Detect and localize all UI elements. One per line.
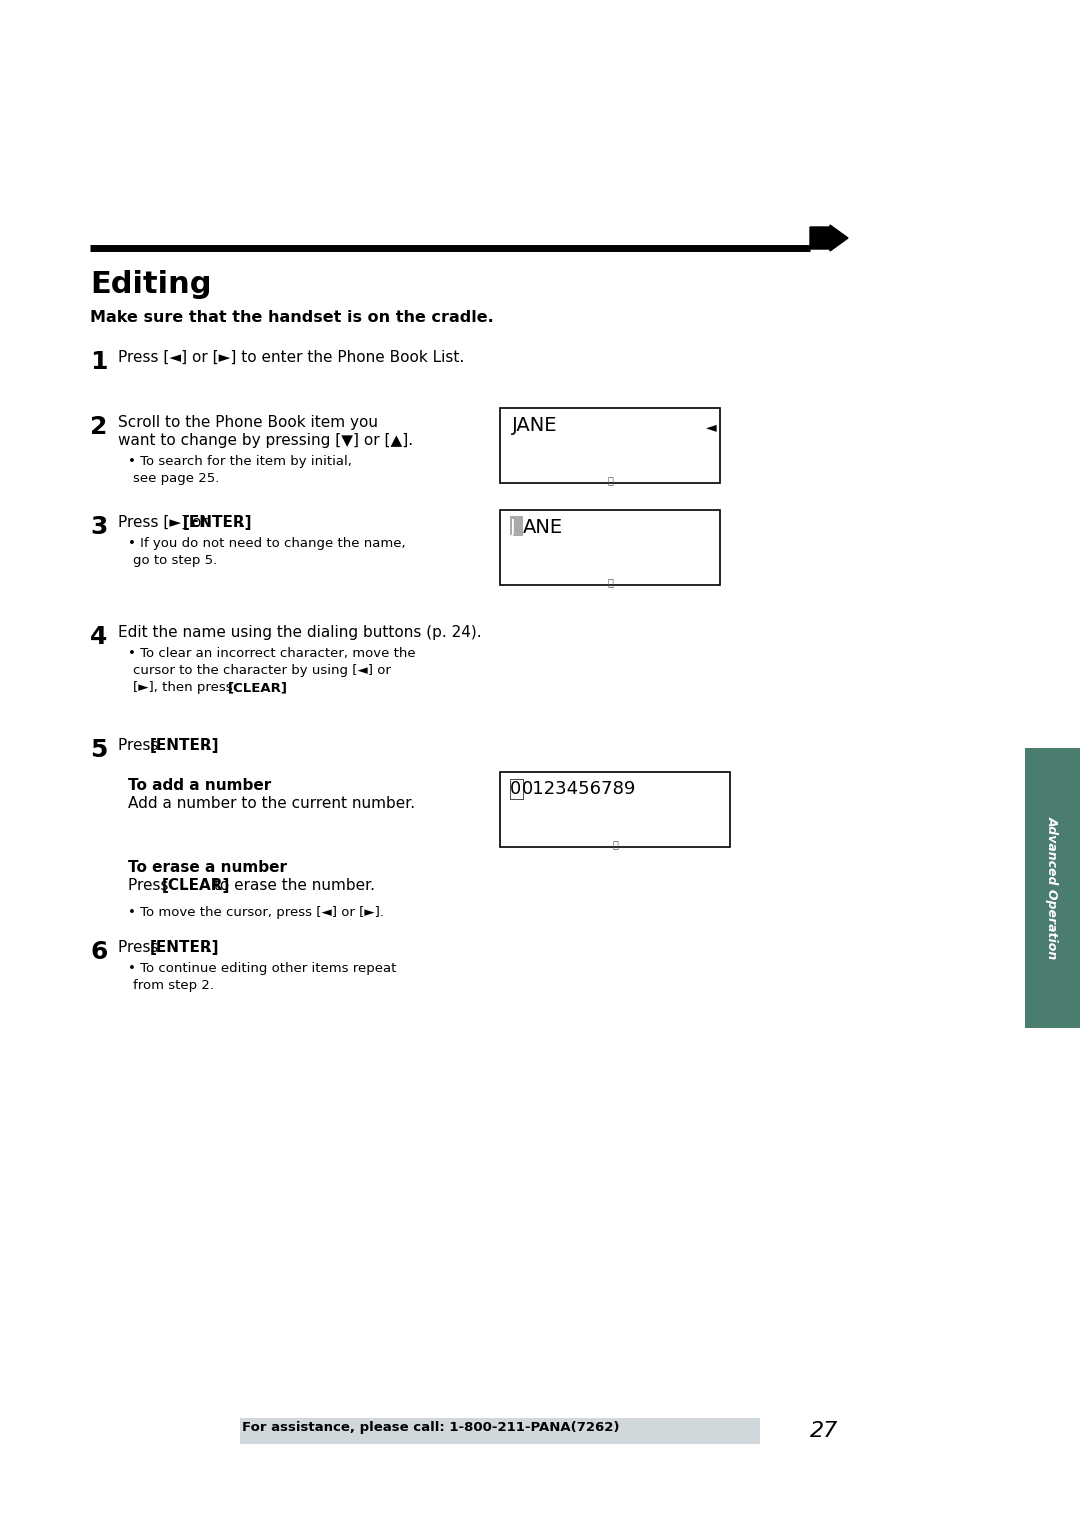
Text: 📖: 📖 — [607, 475, 613, 484]
Text: 1: 1 — [90, 350, 108, 374]
Text: • To move the cursor, press [◄] or [►].: • To move the cursor, press [◄] or [►]. — [129, 906, 384, 918]
Text: • To search for the item by initial,: • To search for the item by initial, — [129, 455, 352, 468]
Text: • To continue editing other items repeat: • To continue editing other items repeat — [129, 963, 396, 975]
Bar — [510, 779, 523, 799]
Text: Press [►] or: Press [►] or — [118, 515, 213, 530]
Bar — [240, 1418, 760, 1444]
Text: go to step 5.: go to step 5. — [133, 555, 217, 567]
Text: .: . — [237, 515, 242, 530]
Text: • To clear an incorrect character, move the: • To clear an incorrect character, move … — [129, 646, 416, 660]
Bar — [500, 510, 720, 585]
Bar — [500, 772, 730, 847]
Text: .: . — [271, 681, 275, 694]
Text: from step 2.: from step 2. — [133, 979, 214, 992]
Text: Advanced Operation: Advanced Operation — [1047, 816, 1059, 960]
Text: Editing: Editing — [90, 270, 212, 299]
Text: .: . — [204, 940, 208, 955]
Text: Press [◄] or [►] to enter the Phone Book List.: Press [◄] or [►] to enter the Phone Book… — [118, 350, 464, 365]
Text: see page 25.: see page 25. — [133, 472, 219, 484]
Text: 0: 0 — [510, 779, 522, 798]
Bar — [1025, 749, 1080, 1028]
Text: ANE: ANE — [523, 518, 563, 536]
Text: Edit the name using the dialing buttons (p. 24).: Edit the name using the dialing buttons … — [118, 625, 482, 640]
Text: 4: 4 — [90, 625, 107, 649]
Text: J: J — [510, 518, 516, 536]
Text: 📖: 📖 — [612, 839, 618, 850]
Text: To erase a number: To erase a number — [129, 860, 287, 876]
Text: 2: 2 — [90, 416, 107, 439]
Text: To add a number: To add a number — [129, 778, 271, 793]
Text: • If you do not need to change the name,: • If you do not need to change the name, — [129, 536, 406, 550]
Text: [►], then press: [►], then press — [133, 681, 237, 694]
FancyArrow shape — [810, 225, 848, 251]
Text: [ENTER]: [ENTER] — [150, 940, 219, 955]
Text: JANE: JANE — [512, 416, 557, 435]
Text: Press: Press — [118, 738, 163, 753]
Text: [CLEAR]: [CLEAR] — [228, 681, 288, 694]
Text: 27: 27 — [810, 1421, 838, 1441]
Text: [ENTER]: [ENTER] — [183, 515, 253, 530]
Text: 5: 5 — [90, 738, 107, 762]
Bar — [510, 516, 523, 536]
Text: 3: 3 — [90, 515, 107, 539]
Bar — [500, 408, 720, 483]
Text: to erase the number.: to erase the number. — [210, 879, 375, 892]
Text: Press: Press — [129, 879, 174, 892]
Text: 📖: 📖 — [607, 578, 613, 587]
Text: [CLEAR]: [CLEAR] — [162, 879, 230, 892]
Text: cursor to the character by using [◄] or: cursor to the character by using [◄] or — [133, 665, 391, 677]
Text: 6: 6 — [90, 940, 107, 964]
Text: [ENTER]: [ENTER] — [150, 738, 219, 753]
Text: 0123456789: 0123456789 — [522, 779, 636, 798]
Text: Add a number to the current number.: Add a number to the current number. — [129, 796, 415, 811]
Text: Make sure that the handset is on the cradle.: Make sure that the handset is on the cra… — [90, 310, 494, 325]
Text: Press: Press — [118, 940, 163, 955]
Text: Scroll to the Phone Book item you: Scroll to the Phone Book item you — [118, 416, 378, 429]
Text: ◄: ◄ — [706, 420, 717, 434]
Text: want to change by pressing [▼] or [▲].: want to change by pressing [▼] or [▲]. — [118, 432, 414, 448]
Text: .: . — [204, 738, 208, 753]
Text: For assistance, please call: 1-800-211-PANA(7262): For assistance, please call: 1-800-211-P… — [242, 1421, 620, 1433]
